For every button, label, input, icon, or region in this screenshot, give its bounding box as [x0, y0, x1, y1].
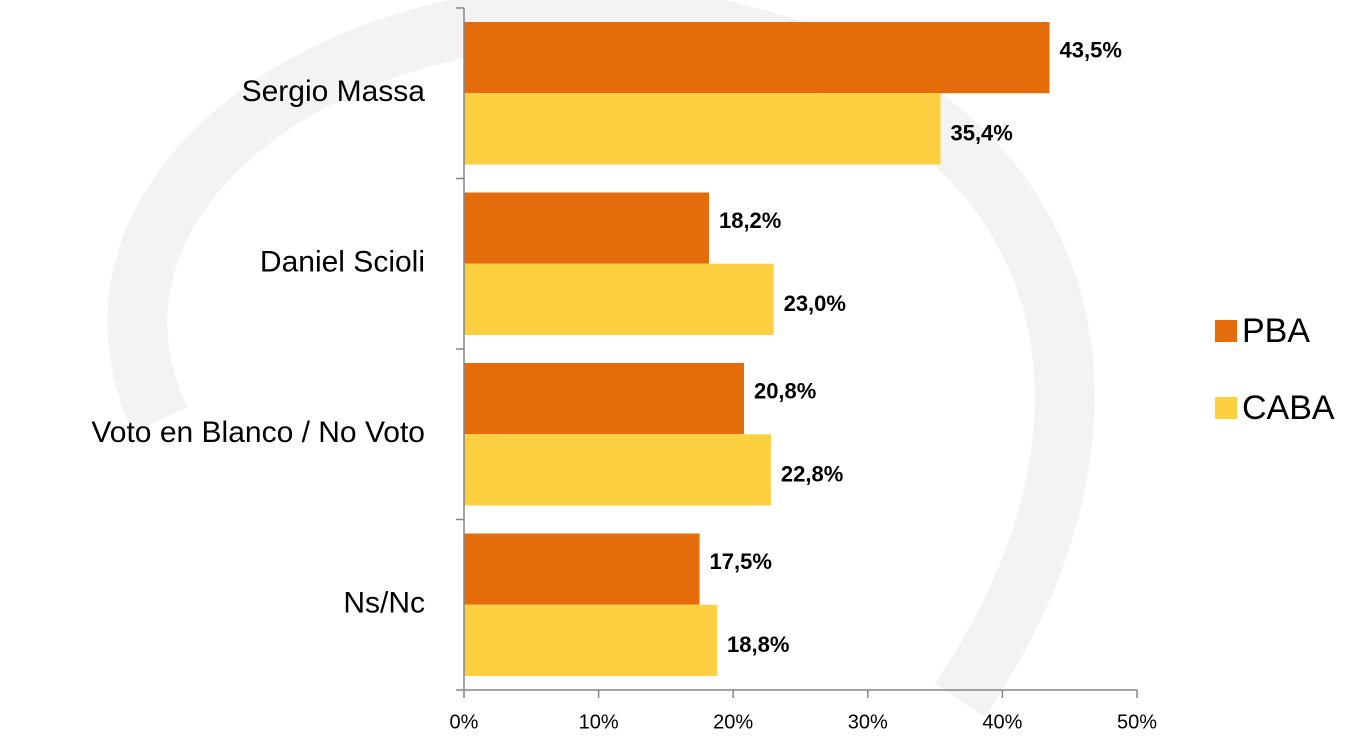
value-label: 18,8%	[727, 632, 789, 657]
x-tick-label: 10%	[579, 711, 619, 733]
bar	[464, 22, 1050, 94]
bar	[464, 263, 774, 335]
legend-swatch	[1215, 397, 1237, 419]
category-label: Ns/Nc	[343, 587, 425, 620]
category-label: Sergio Massa	[242, 75, 426, 108]
value-label: 17,5%	[710, 549, 772, 574]
legend-label: CABA	[1242, 389, 1335, 427]
x-tick-label: 20%	[713, 711, 753, 733]
bar	[464, 363, 744, 435]
x-tick-label: 50%	[1117, 711, 1157, 733]
bar	[464, 533, 700, 605]
x-tick-label: 30%	[848, 711, 888, 733]
bar	[464, 93, 941, 165]
value-label: 22,8%	[781, 462, 843, 487]
bar	[464, 604, 718, 676]
bar	[464, 434, 771, 506]
value-label: 20,8%	[754, 378, 816, 403]
x-tick-label: 0%	[450, 711, 479, 733]
legend-label: PBA	[1242, 312, 1310, 350]
value-label: 18,2%	[719, 208, 781, 233]
category-label: Daniel Scioli	[260, 246, 425, 279]
value-label: 35,4%	[950, 121, 1012, 146]
legend-swatch	[1215, 320, 1237, 342]
bar	[464, 192, 709, 264]
value-label: 23,0%	[784, 291, 846, 316]
value-label: 43,5%	[1060, 37, 1122, 62]
x-tick-label: 40%	[982, 711, 1022, 733]
category-label: Voto en Blanco / No Voto	[91, 416, 425, 449]
